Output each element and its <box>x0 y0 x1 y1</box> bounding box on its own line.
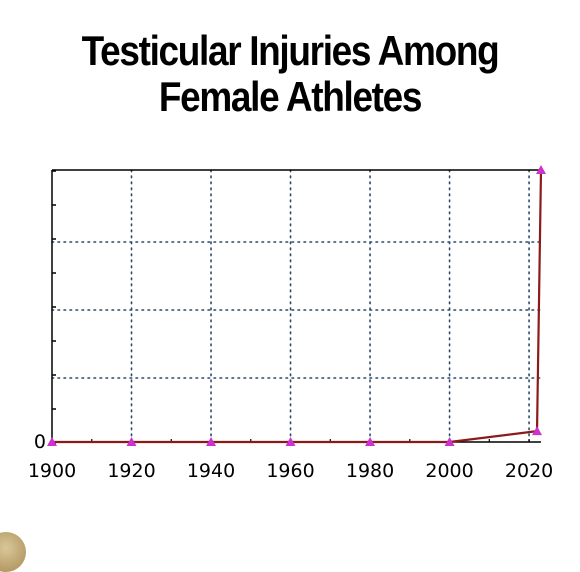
data-point-marker <box>126 437 137 446</box>
x-tick-label: 1900 <box>28 460 76 482</box>
data-point-marker <box>285 437 296 446</box>
line-chart: 0 1900 1920 1940 1960 1980 2000 2020 <box>28 165 553 482</box>
x-tick-label: 1980 <box>346 460 394 482</box>
x-tick-label: 2000 <box>425 460 473 482</box>
data-point-marker <box>365 437 376 446</box>
x-tick-label: 1920 <box>107 460 155 482</box>
chart-title: Testicular Injuries Among Female Athlete… <box>35 28 545 120</box>
chart-title-line-2: Female Athletes <box>158 73 423 120</box>
data-point-marker <box>532 426 543 436</box>
x-tick-label: 1940 <box>187 460 235 482</box>
data-point-marker <box>536 165 546 174</box>
data-point-marker <box>444 437 455 446</box>
series-line <box>52 169 543 444</box>
chart-title-line-1: Testicular Injuries Among <box>81 27 500 74</box>
x-tick-label: 1960 <box>266 460 314 482</box>
data-point-marker <box>47 437 57 446</box>
data-point-marker <box>206 437 217 446</box>
y-tick-label: 0 <box>34 431 46 453</box>
x-tick-label: 2020 <box>505 460 553 482</box>
